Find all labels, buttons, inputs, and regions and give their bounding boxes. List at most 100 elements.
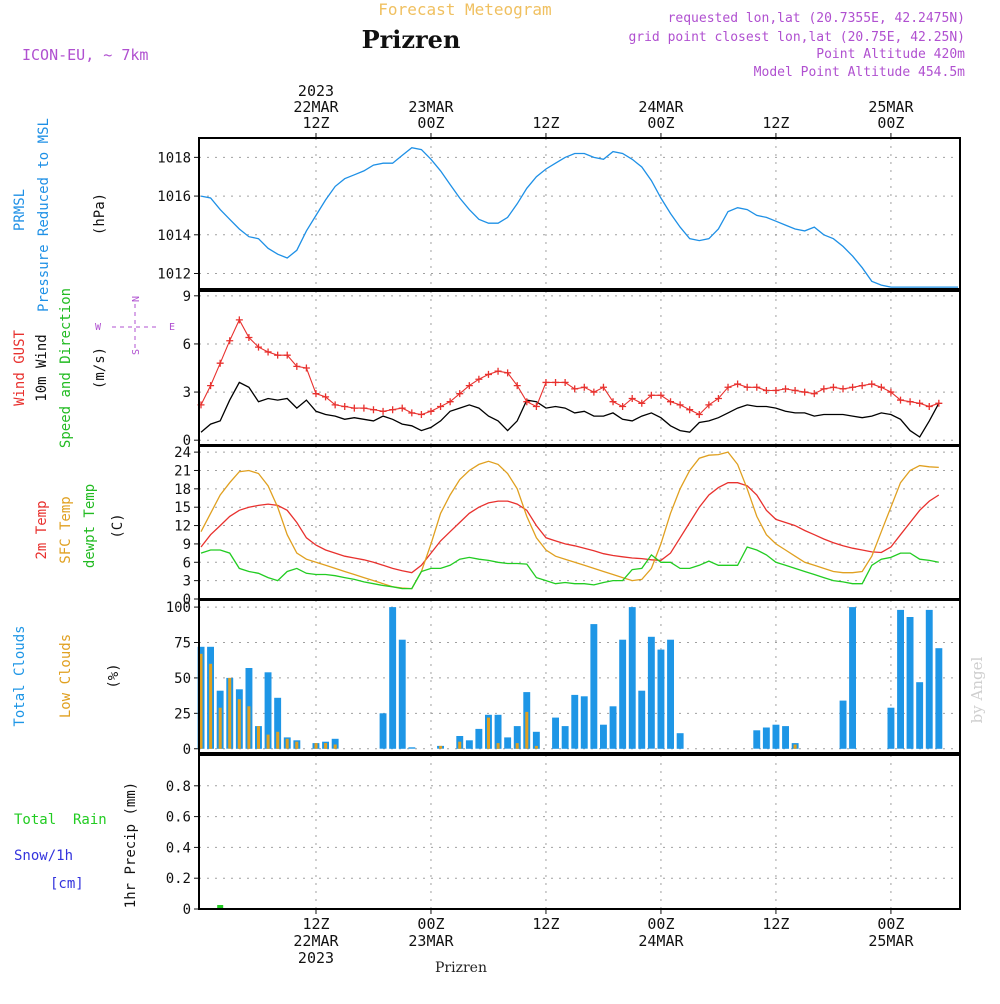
total-cloud-bar	[561, 726, 569, 749]
gust-marker	[552, 378, 560, 386]
total-cloud-bar	[619, 639, 627, 749]
time-label-bottom: 00Z	[647, 915, 674, 933]
pressure-axis-labels: PRMSL Pressure Reduced to MSL (hPa)	[12, 118, 108, 312]
time-label-bottom: 22MAR	[293, 932, 339, 950]
gust-marker	[590, 388, 598, 396]
gust-marker	[398, 404, 406, 412]
time-label-top: 00Z	[417, 114, 444, 132]
gust-marker	[609, 398, 617, 406]
precip-axis-labels: Total Rain Snow/1h [cm] 1hr Precip (mm)	[14, 782, 139, 908]
wind-dir-label: Speed and Direction	[58, 288, 74, 448]
gust-marker	[935, 399, 943, 407]
wind-ytick-label: 9	[183, 289, 191, 305]
sfc-temp-label: SFC Temp	[58, 496, 74, 563]
gust-marker	[772, 386, 780, 394]
gust-marker	[839, 385, 847, 393]
time-label-top: 00Z	[877, 114, 904, 132]
pressure-ytick-label: 1018	[157, 150, 191, 166]
clouds-frame	[198, 599, 961, 754]
wind-unit: (m/s)	[92, 347, 108, 389]
low-cloud-bar	[525, 711, 529, 749]
gust-marker	[484, 370, 492, 378]
total-cloud-bar	[839, 700, 847, 749]
low-cloud-bar	[247, 706, 251, 749]
low-cloud-bar	[333, 744, 337, 749]
low-cloud-bar	[314, 743, 318, 749]
total-cloud-bar	[916, 682, 924, 749]
precip-ytick-label: 0.2	[166, 871, 191, 887]
total-clouds-label: Total Clouds	[12, 625, 28, 726]
time-label-bottom: 00Z	[417, 915, 444, 933]
low-cloud-bar	[496, 743, 500, 749]
low-cloud-bar	[209, 663, 213, 749]
clouds-ytick-label: 50	[174, 671, 191, 687]
gust-marker	[283, 351, 291, 359]
total-cloud-bar	[772, 724, 780, 749]
gust-marker	[925, 403, 933, 410]
time-label-top: 22MAR	[293, 98, 339, 116]
snow-label: Snow/1h	[14, 848, 73, 864]
low-cloud-bar	[218, 707, 222, 749]
total-cloud-bar	[513, 726, 521, 749]
total-cloud-bar	[887, 707, 895, 749]
pressure-label-2: Pressure Reduced to MSL	[36, 118, 52, 312]
gust-marker	[916, 399, 924, 407]
total-cloud-bar	[398, 639, 406, 749]
gust-marker	[350, 404, 358, 412]
gust-marker	[379, 407, 387, 415]
gust-marker	[638, 399, 646, 407]
gust-marker	[437, 403, 445, 410]
dewpoint-line	[200, 546, 939, 590]
total-cloud-bar	[609, 706, 617, 749]
temperature-ytick-label: 24	[174, 445, 191, 461]
low-cloud-bar	[534, 745, 538, 749]
time-label-bottom: 2023	[298, 949, 334, 967]
low-clouds-label: Low Clouds	[58, 634, 74, 718]
total-cloud-bar	[331, 738, 339, 749]
wind10m-label: 10m Wind	[34, 334, 50, 401]
low-cloud-bar	[487, 717, 490, 749]
low-cloud-bar	[515, 743, 519, 749]
gust-marker	[686, 406, 694, 414]
time-label-top: 00Z	[647, 114, 674, 132]
gust-marker	[369, 406, 377, 414]
wind-ytick-label: 3	[183, 385, 191, 401]
gust-line	[200, 318, 939, 416]
total-cloud-bar	[475, 728, 483, 749]
temperature-panel: 0 3 6 9 12 15 18 21 24	[174, 445, 960, 608]
gust-marker	[389, 406, 397, 414]
model-label: ICON-EU, ~ 7km	[22, 46, 148, 64]
compass-rose: N S W E	[95, 296, 175, 355]
pressure-ytick-label: 1016	[157, 189, 191, 205]
gust-marker	[408, 409, 416, 417]
gust-marker	[791, 386, 799, 394]
time-label-top: 12Z	[532, 114, 559, 132]
gust-marker	[475, 375, 483, 383]
compass-w: W	[95, 322, 102, 333]
total-cloud-bar	[379, 713, 387, 749]
gust-marker	[858, 382, 866, 390]
gust-marker	[504, 369, 512, 377]
clouds-panel: 0 25 50 75 100	[166, 600, 960, 758]
gust-marker	[302, 364, 310, 372]
wind-ytick-label: 6	[183, 337, 191, 353]
sfc-temp-line	[200, 451, 939, 590]
total-cloud-bar	[628, 607, 636, 749]
time-label-bottom: 24MAR	[638, 932, 684, 950]
low-cloud-bar	[266, 734, 270, 749]
total-cloud-bar	[638, 690, 646, 749]
low-cloud-bar	[276, 731, 280, 749]
wind-frame	[198, 290, 961, 446]
time-label-top: 12Z	[762, 114, 789, 132]
gust-marker	[810, 390, 818, 398]
time-label-top: 23MAR	[408, 98, 454, 116]
wind10m-line	[200, 381, 940, 438]
location-title: Prizren	[362, 25, 461, 54]
compass-n: N	[131, 296, 142, 302]
total-cloud-bar	[389, 607, 397, 749]
time-label-bottom: 12Z	[762, 915, 789, 933]
total-cloud-bar	[782, 726, 789, 749]
total-cloud-bar	[647, 636, 655, 749]
